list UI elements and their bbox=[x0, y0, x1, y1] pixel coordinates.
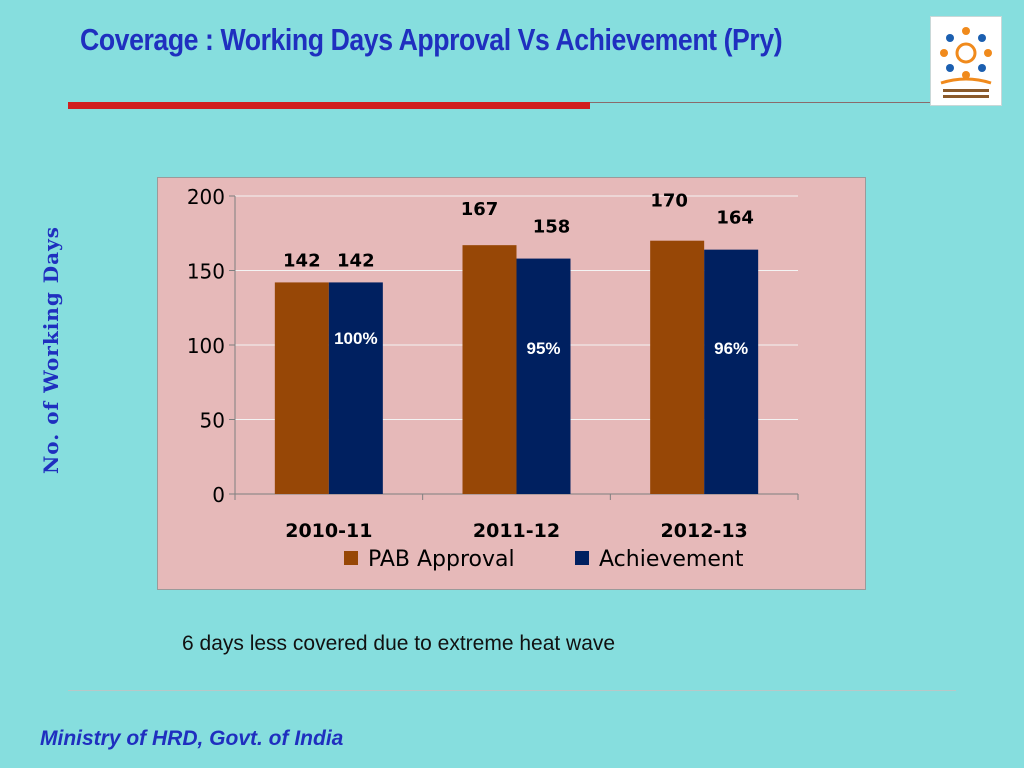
slide-title: Coverage : Working Days Approval Vs Achi… bbox=[80, 22, 783, 57]
mid-day-meal-scheme-logo bbox=[930, 16, 1002, 106]
chart-area: 0 50 100 150 200 142 142 100% 2010-11 167 158 95% 20… bbox=[157, 177, 866, 590]
title-accent-rule bbox=[68, 102, 590, 109]
legend-label: PAB Approval bbox=[368, 547, 515, 572]
bar-achievement bbox=[328, 282, 383, 494]
legend-swatch bbox=[575, 551, 589, 565]
y-axis-label-wrap: No. of Working Days bbox=[34, 200, 68, 500]
bar-achievement bbox=[516, 258, 571, 494]
bar-achievement bbox=[704, 249, 759, 494]
x-tick-label: 2010-11 bbox=[285, 520, 372, 542]
data-label: 142 bbox=[283, 250, 321, 271]
y-tick-label: 0 bbox=[212, 483, 225, 507]
percent-label: 95% bbox=[526, 339, 560, 358]
legend-label: Achievement bbox=[599, 547, 744, 572]
x-tick-label: 2011-12 bbox=[473, 520, 560, 542]
footer-rule bbox=[68, 690, 956, 691]
legend-swatch bbox=[344, 551, 358, 565]
y-tick-label: 100 bbox=[187, 334, 225, 358]
data-label: 142 bbox=[337, 250, 375, 271]
data-label: 170 bbox=[650, 191, 688, 212]
title-thin-rule bbox=[590, 102, 930, 103]
y-tick-label: 150 bbox=[187, 260, 225, 284]
logo-emblem-icon bbox=[940, 27, 992, 98]
bar-pab-approval bbox=[650, 240, 705, 494]
percent-label: 96% bbox=[714, 339, 748, 358]
y-axis-label: No. of Working Days bbox=[39, 226, 63, 474]
bar-pab-approval bbox=[462, 245, 517, 494]
data-label: 164 bbox=[716, 208, 754, 229]
data-label: 167 bbox=[461, 199, 499, 220]
percent-label: 100% bbox=[334, 329, 377, 348]
y-tick-label: 50 bbox=[200, 409, 225, 433]
chart-note: 6 days less covered due to extreme heat … bbox=[182, 632, 616, 655]
data-label: 158 bbox=[533, 217, 571, 238]
bar-pab-approval bbox=[274, 282, 329, 494]
footer-ministry: Ministry of HRD, Govt. of India bbox=[40, 727, 344, 750]
x-tick-label: 2012-13 bbox=[661, 520, 748, 542]
y-tick-label: 200 bbox=[187, 185, 225, 209]
bar-chart: 0 50 100 150 200 142 142 100% 2010-11 167 158 95% 20… bbox=[187, 185, 799, 572]
